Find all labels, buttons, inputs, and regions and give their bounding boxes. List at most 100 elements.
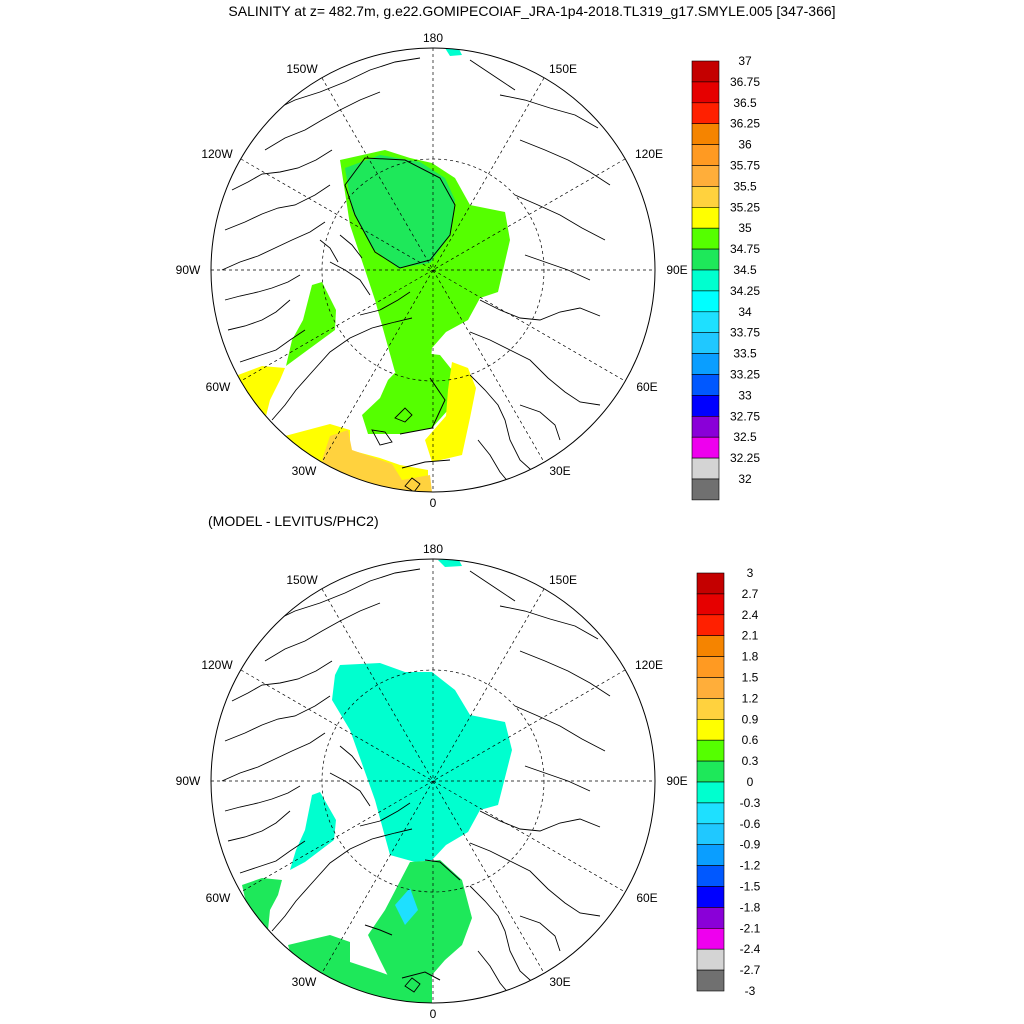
map-boundary (210, 558, 656, 1004)
salinity-field-barents (425, 362, 476, 462)
colorbar-tick-label: 0.3 (742, 754, 759, 768)
colorbar-tick-label: 35.5 (733, 179, 757, 193)
colorbar-swatch (696, 760, 725, 783)
difference-field-baffin (290, 792, 336, 870)
colorbar-swatch (691, 436, 720, 459)
colorbar-swatch (696, 886, 725, 908)
colorbar-tick-label: 2.1 (742, 629, 759, 643)
contour-line (401, 459, 451, 469)
salinity-field-core (345, 155, 455, 268)
contour-line (401, 971, 441, 981)
colorbar-tick-label: 1.8 (742, 650, 759, 664)
colorbar-swatch (696, 969, 725, 992)
lon-label-180: 180 (423, 31, 443, 45)
colorbar-tick-label: -1.8 (740, 900, 761, 914)
colorbar-swatch (691, 227, 720, 250)
lon-label-90w: 90W (176, 263, 201, 277)
colorbar-swatch (691, 290, 720, 313)
colorbar-tick-label: 1.5 (742, 671, 759, 685)
lon-label-30w: 30W (292, 975, 317, 989)
colorbar-tick-label: -0.9 (740, 838, 761, 852)
colorbar-swatch (696, 739, 725, 762)
colorbar-tick-label: 0.6 (742, 733, 759, 747)
colorbar-tick-label: 2.4 (742, 608, 759, 622)
colorbar-tick-label: 34.75 (730, 242, 760, 256)
colorbar-tick-label: -1.5 (740, 880, 761, 894)
colorbar-tick-label: 37 (738, 54, 752, 68)
colorbar-swatch (696, 614, 725, 636)
colorbar-swatch (691, 186, 720, 208)
salinity-field-labrador (238, 366, 285, 420)
lon-label-0: 0 (430, 496, 437, 510)
colorbar-swatch (691, 478, 720, 501)
colorbar-tick-label: 32.25 (730, 451, 760, 465)
colorbar-tick-label: 32 (738, 472, 752, 486)
colorbar-swatch (691, 102, 720, 125)
colorbar-tick-label: 3 (747, 566, 754, 580)
colorbar-swatch (691, 353, 720, 375)
lon-label-120w: 120W (201, 658, 233, 672)
colorbar-swatch (696, 698, 725, 720)
colorbar-tick-label: 33.25 (730, 368, 760, 382)
colorbar-tick-label: 1.2 (742, 691, 759, 705)
colorbar-tick-label: 36.75 (730, 75, 760, 89)
colorbar-swatch (691, 395, 720, 417)
colorbar-swatch (691, 123, 720, 145)
colorbar-tick-label: 36.5 (733, 96, 757, 110)
colorbar-swatch (691, 248, 720, 271)
graticule (211, 559, 655, 1003)
colorbar-tick-label: 35.25 (730, 200, 760, 214)
colorbar-swatch (696, 844, 725, 866)
difference-panel-title: (MODEL - LEVITUS/PHC2) (208, 513, 379, 529)
lon-label-0: 0 (430, 1007, 437, 1021)
lon-label-60e: 60E (636, 380, 657, 394)
salinity-colorbar: 37 36.75 36.5 36.25 36 35.75 35.5 35.25 35 34.75 3… (691, 54, 760, 501)
colorbar-swatch (691, 81, 720, 104)
salinity-map-panel: 180 150W 150E 120W 120E 90W 90E 60W 60E … (176, 31, 761, 510)
colorbar-tick-label: -1.2 (740, 859, 761, 873)
difference-colorbar: 3 2.7 2.4 2.1 1.8 1.5 1.2 0.9 0.6 0.3 0 -0.3 -0.6 -0.… (696, 566, 761, 998)
colorbar-swatch (696, 718, 725, 741)
lon-label-30w: 30W (292, 464, 317, 478)
difference-field-nordic (368, 860, 472, 1003)
colorbar-swatch (696, 865, 725, 887)
coastlines (221, 57, 611, 492)
colorbar-swatch (696, 948, 725, 971)
colorbar-swatch (696, 572, 725, 595)
colorbar-tick-label: -2.4 (740, 942, 761, 956)
colorbar-tick-label: 32.75 (730, 409, 760, 423)
lon-label-150w: 150W (286, 573, 318, 587)
colorbar-tick-label: 35 (738, 221, 752, 235)
colorbar-swatch (696, 781, 725, 804)
colorbar-tick-label: 35.75 (730, 159, 760, 173)
lon-label-30e: 30E (549, 464, 570, 478)
contour-line (424, 859, 461, 881)
colorbar-swatch (691, 269, 720, 292)
colorbar-swatch (696, 677, 725, 699)
contour-line (344, 157, 456, 269)
lon-label-120w: 120W (201, 147, 233, 161)
colorbar-swatch (696, 907, 725, 929)
colorbar-swatch (691, 60, 720, 83)
colorbar-tick-label: 32.5 (733, 430, 757, 444)
lon-label-60w: 60W (206, 891, 231, 905)
colorbar-swatch (691, 457, 720, 480)
colorbar-swatch (696, 635, 725, 657)
colorbar-tick-label: 36 (738, 138, 752, 152)
lon-label-90e: 90E (666, 263, 687, 277)
colorbar-tick-label: -0.3 (740, 796, 761, 810)
colorbar-swatch (696, 927, 725, 950)
colorbar-swatch (696, 593, 725, 616)
colorbar-tick-label: 36.25 (730, 117, 760, 131)
contour-line (399, 377, 446, 435)
lon-label-60w: 60W (206, 380, 231, 394)
colorbar-tick-label: 0 (747, 775, 754, 789)
plot-title: SALINITY at z= 482.7m, g.e22.GOMIPECOIAF… (228, 3, 836, 19)
colorbar-swatch (696, 802, 725, 825)
colorbar-tick-label: 34.5 (733, 263, 757, 277)
colorbar-swatch (696, 656, 725, 678)
lon-label-60e: 60E (636, 891, 657, 905)
lon-label-30e: 30E (549, 975, 570, 989)
salinity-field-baffin (286, 282, 336, 366)
